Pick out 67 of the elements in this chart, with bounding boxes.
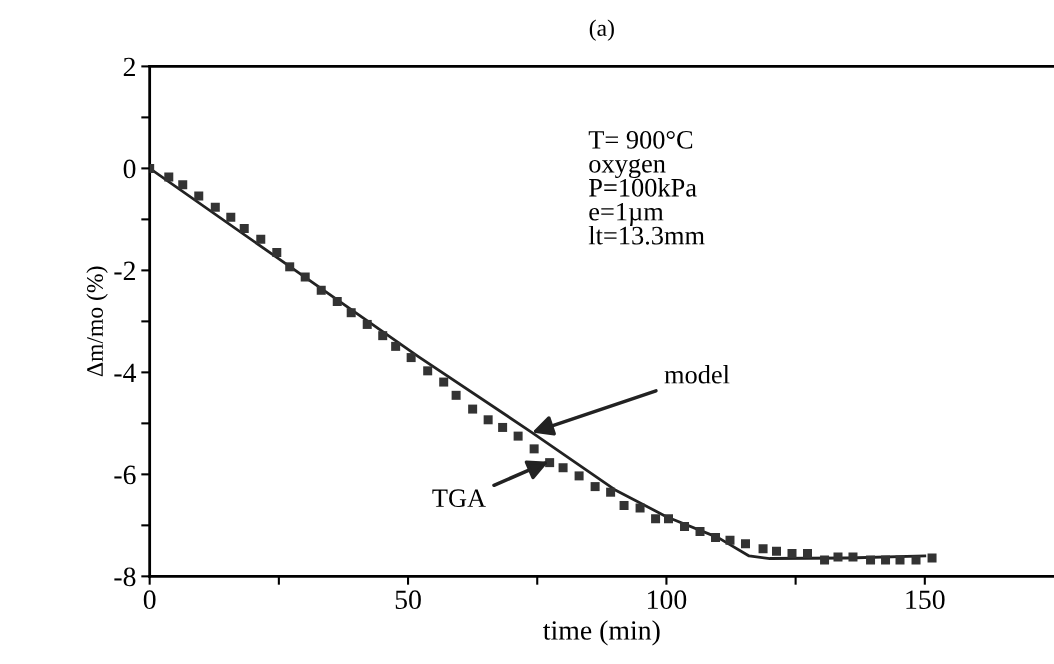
point <box>927 553 937 563</box>
point <box>803 548 813 558</box>
point <box>680 521 690 531</box>
annotation: TGA <box>432 489 486 508</box>
point <box>772 546 781 556</box>
point <box>300 272 310 282</box>
point <box>606 487 616 497</box>
point <box>423 366 433 376</box>
y-tick-label: 0 <box>123 159 136 179</box>
x-tick-label: 100 <box>648 590 687 610</box>
point <box>545 458 555 468</box>
point <box>895 555 905 565</box>
point <box>725 535 735 545</box>
point <box>787 548 797 558</box>
point <box>651 514 661 524</box>
point <box>833 552 843 562</box>
x-tick-label: 50 <box>395 590 421 610</box>
point <box>881 555 891 565</box>
point <box>590 482 600 492</box>
point <box>346 308 356 318</box>
point <box>695 526 705 536</box>
point <box>316 285 326 295</box>
y-tick-label: -2 <box>114 261 135 281</box>
point <box>285 262 295 272</box>
point <box>483 415 493 425</box>
point <box>256 234 266 244</box>
point <box>210 202 220 212</box>
point <box>178 180 188 190</box>
point <box>529 444 539 454</box>
y-axis-title: Δm/mo (%) <box>86 266 108 377</box>
y-tick-label: 2 <box>123 57 135 77</box>
point <box>619 500 629 510</box>
y-tick-label: -8 <box>114 567 136 587</box>
point <box>391 341 401 351</box>
point <box>406 353 416 363</box>
point <box>226 212 236 222</box>
point <box>468 404 478 414</box>
chart-title: (a) <box>589 19 614 41</box>
point <box>272 248 282 258</box>
point <box>332 296 342 306</box>
point <box>574 471 584 481</box>
point <box>820 555 830 565</box>
point <box>513 431 523 441</box>
point <box>558 463 568 473</box>
point <box>664 514 673 524</box>
x-tick-label: 0 <box>143 590 156 610</box>
point <box>451 390 461 400</box>
point <box>164 172 174 182</box>
y-tick-label: -4 <box>114 363 137 383</box>
point <box>439 377 449 387</box>
point <box>866 555 876 565</box>
point <box>378 331 388 341</box>
annotation: model <box>664 365 730 384</box>
y-tick-label: -6 <box>114 465 136 485</box>
point <box>711 533 721 543</box>
point <box>194 191 204 201</box>
point <box>239 224 249 234</box>
point <box>848 552 858 562</box>
x-axis-title: time (min) <box>543 620 660 646</box>
point <box>758 544 768 554</box>
x-tick-label: 150 <box>906 590 945 610</box>
point <box>498 422 508 432</box>
point <box>740 539 750 549</box>
annotation: T= 900°C oxygen P=100kPa e=1µm lt=13.3mm <box>588 130 705 245</box>
point <box>911 555 921 565</box>
point <box>635 503 645 513</box>
point <box>362 319 372 329</box>
